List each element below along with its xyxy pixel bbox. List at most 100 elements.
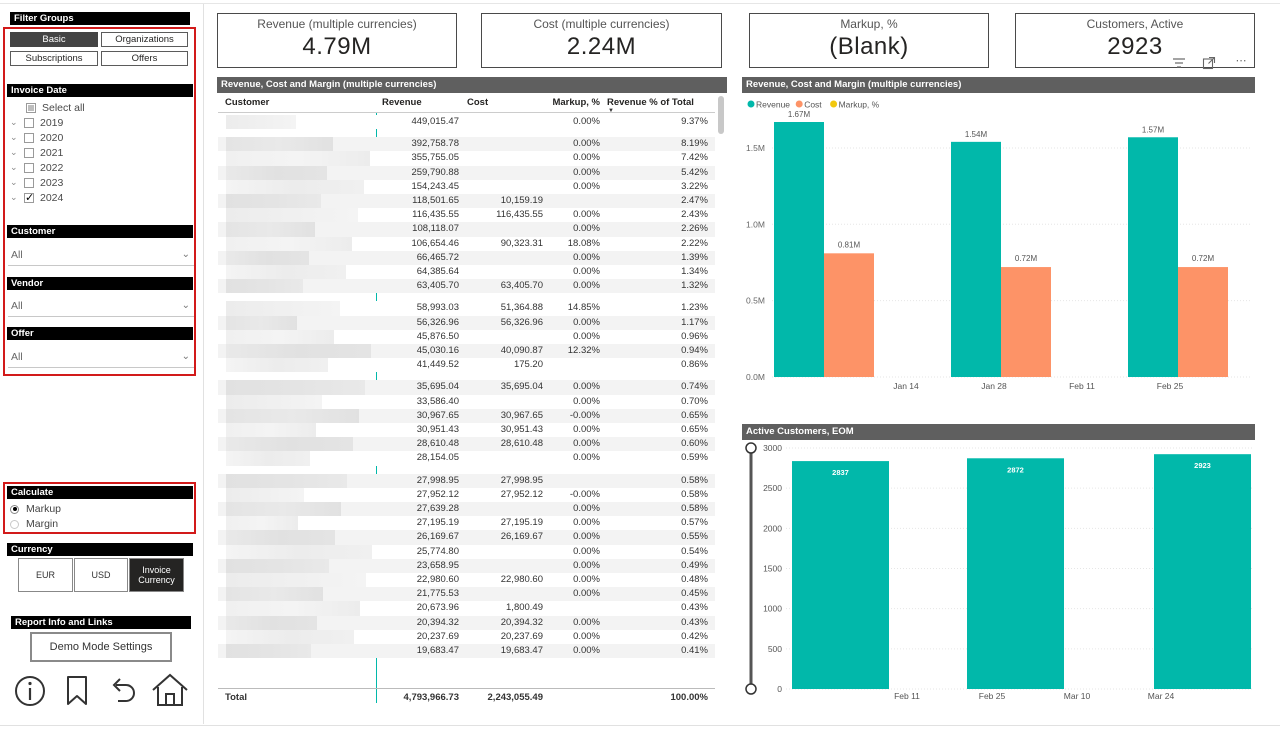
info-icon[interactable] [13,672,47,708]
table-row[interactable]: 33,586.40 0.00% 0.70% [218,394,715,409]
currency-usd-button[interactable]: USD [74,558,128,592]
table-row[interactable]: 28,154.05 0.00% 0.59% [218,451,715,466]
checkbox-2020[interactable] [24,132,34,143]
chevron-down-icon[interactable]: ⌄ [10,177,18,187]
back-arrow-icon[interactable] [106,672,140,708]
table-row[interactable]: 41,449.52 175.20 0.86% [218,358,715,373]
active-customers-chart[interactable]: 0 500 1000 1500 2000 2500 3000 2837 2872 2923 Feb … [738,440,1258,708]
table-row[interactable]: 45,030.16 40,090.87 12.32% 0.94% [218,344,715,359]
year-row-2019[interactable]: ⌄ 2019 [10,115,63,130]
chevron-down-icon[interactable]: ⌄ [10,132,18,142]
year-row-2023[interactable]: ⌄ 2023 [10,175,63,190]
kpi-card-cost[interactable]: Cost (multiple currencies) 2.24M [481,13,722,68]
table-row[interactable]: 27,952.12 27,952.12 -0.00% 0.58% [218,487,715,502]
filter-group-subscriptions-button[interactable]: Subscriptions [10,51,98,66]
table-row[interactable]: 28,610.48 28,610.48 0.00% 0.60% [218,437,715,452]
col-header-markup[interactable]: Markup, % [552,97,600,108]
table-row[interactable]: 106,654.46 90,323.31 18.08% 2.22% [218,236,715,251]
kpi-card-revenue[interactable]: Revenue (multiple currencies) 4.79M [217,13,457,68]
col-header-revenue[interactable]: Revenue [382,97,422,108]
filter-group-offers-button[interactable]: Offers [101,51,188,66]
customer-name-redacted [226,315,297,330]
col-header-revenue-pct[interactable]: Revenue % of Total [607,97,694,108]
revenue-cost-chart[interactable]: Revenue Cost Markup, % 0.0M 0.5M 1.0M 1.5M 1.67… [738,94,1258,396]
cost-data-label: 0.72M [1192,254,1215,263]
revenue-cost-table[interactable]: Customer Revenue Cost Markup, % Revenue … [218,94,728,710]
table-row[interactable]: 26,169.67 26,169.67 0.00% 0.55% [218,530,715,545]
table-row[interactable]: 116,435.55 116,435.55 0.00% 2.43% [218,208,715,223]
table-scrollbar-thumb[interactable] [718,96,724,134]
year-row-2021[interactable]: ⌄ 2021 [10,145,63,160]
table-row[interactable]: 27,998.95 27,998.95 0.58% [218,473,715,488]
kpi-card-markup[interactable]: Markup, % (Blank) [749,13,989,68]
select-all-checkbox-row[interactable]: Select all [26,100,85,115]
table-row[interactable]: 118,501.65 10,159.19 2.47% [218,194,715,209]
sort-desc-icon[interactable]: ▼ [608,108,614,114]
chevron-down-icon[interactable]: ⌄ [10,147,18,157]
checkbox-2019[interactable] [24,117,34,128]
chevron-down-icon[interactable]: ⌄ [10,192,18,202]
table-row[interactable]: 30,951.43 30,951.43 0.00% 0.65% [218,423,715,438]
demo-mode-settings-button[interactable]: Demo Mode Settings [30,632,172,662]
margin-radio[interactable] [10,519,19,529]
range-slider-handle-top[interactable] [745,442,757,454]
customer-dropdown[interactable]: All ⌄ [8,244,194,266]
table-row[interactable]: 154,243.45 0.00% 3.22% [218,179,715,194]
table-row[interactable]: 20,673.96 1,800.49 0.43% [218,601,715,616]
table-row[interactable]: 449,015.47 0.00% 9.37% [218,115,715,130]
kpi-card-customers-active[interactable]: Customers, Active 2923 [1015,13,1255,68]
year-row-2022[interactable]: ⌄ 2022 [10,160,63,175]
cell-revenue: 64,385.64 [416,266,459,277]
calculate-margin-option[interactable]: Margin [10,517,58,531]
select-all-checkbox[interactable] [26,102,36,113]
year-row-2020[interactable]: ⌄ 2020 [10,130,63,145]
bookmark-icon[interactable] [60,672,94,708]
table-row[interactable]: 58,993.03 51,364.88 14.85% 1.23% [218,301,715,316]
checkbox-2023[interactable] [24,177,34,188]
customer-name-redacted [226,137,333,152]
table-row[interactable]: 355,755.05 0.00% 7.42% [218,151,715,166]
table-row[interactable]: 22,980.60 22,980.60 0.00% 0.48% [218,573,715,588]
filter-group-organizations-button[interactable]: Organizations [101,32,188,47]
chevron-down-icon[interactable]: ⌄ [10,162,18,172]
calculate-markup-option[interactable]: Markup [10,502,61,516]
table-row[interactable]: 35,695.04 35,695.04 0.00% 0.74% [218,380,715,395]
table-row[interactable]: 23,658.95 0.00% 0.49% [218,558,715,573]
table-row[interactable]: 27,195.19 27,195.19 0.00% 0.57% [218,516,715,531]
table-row[interactable]: 30,967.65 30,967.65 -0.00% 0.65% [218,408,715,423]
table-row[interactable]: 66,465.72 0.00% 1.39% [218,250,715,265]
table-row[interactable]: 20,394.32 20,394.32 0.00% 0.43% [218,615,715,630]
table-row[interactable]: 108,118.07 0.00% 2.26% [218,222,715,237]
currency-invoice-button[interactable]: Invoice Currency [129,558,184,592]
checkbox-2021[interactable] [24,147,34,158]
focus-mode-icon[interactable] [1202,56,1216,70]
table-row[interactable]: 63,405.70 63,405.70 0.00% 1.32% [218,279,715,294]
table-row[interactable]: 20,237.69 20,237.69 0.00% 0.42% [218,629,715,644]
markup-radio[interactable] [10,504,19,514]
table-row[interactable]: 21,775.53 0.00% 0.45% [218,587,715,602]
legend-label: Markup, % [839,100,880,110]
filter-icon[interactable] [1172,56,1186,70]
home-icon[interactable] [150,672,190,708]
vendor-dropdown[interactable]: All ⌄ [8,295,194,317]
table-row[interactable]: 27,639.28 0.00% 0.58% [218,502,715,517]
table-row[interactable]: 64,385.64 0.00% 1.34% [218,265,715,280]
range-slider-handle-bottom[interactable] [745,683,757,695]
table-row[interactable]: 56,326.96 56,326.96 0.00% 1.17% [218,315,715,330]
table-row[interactable]: 45,876.50 0.00% 0.96% [218,329,715,344]
col-header-cost[interactable]: Cost [467,97,489,108]
table-row[interactable]: 259,790.88 0.00% 5.42% [218,165,715,180]
filter-group-basic-button[interactable]: Basic [10,32,98,47]
year-row-2024[interactable]: ⌄ 2024 [10,190,63,205]
checkbox-2022[interactable] [24,162,34,173]
offer-dropdown[interactable]: All ⌄ [8,346,194,368]
checkbox-2024[interactable] [24,191,34,204]
table-row[interactable]: 19,683.47 19,683.47 0.00% 0.41% [218,644,715,659]
table-row[interactable]: 25,774.80 0.00% 0.54% [218,544,715,559]
cell-cost: 175.20 [513,359,543,371]
table-row[interactable]: 392,758.78 0.00% 8.19% [218,137,715,152]
col-header-customer[interactable]: Customer [225,97,270,108]
more-options-icon[interactable]: ⋯ [1235,55,1247,67]
chevron-down-icon[interactable]: ⌄ [10,117,18,127]
currency-eur-button[interactable]: EUR [18,558,73,592]
